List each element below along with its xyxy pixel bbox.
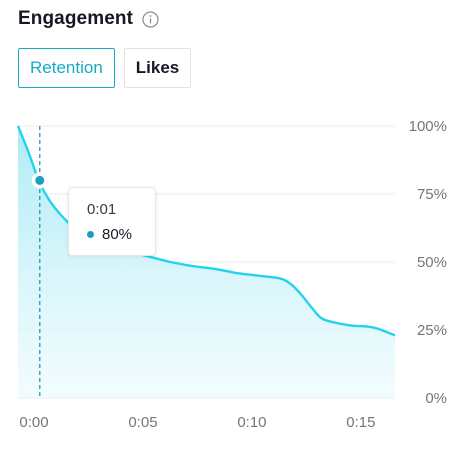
tooltip-value: 80%	[102, 226, 133, 243]
tooltip-value-row: 80%	[87, 226, 155, 243]
hover-point[interactable]	[35, 175, 45, 185]
y-tick-label: 100%	[409, 118, 447, 135]
data-tooltip: 0:01 80%	[68, 187, 156, 256]
y-tick-label: 50%	[417, 254, 447, 271]
section-title: Engagement	[18, 8, 134, 29]
info-icon[interactable]	[142, 10, 159, 28]
tab-retention[interactable]: Retention	[18, 48, 115, 88]
y-tick-label: 75%	[417, 186, 447, 203]
tab-likes[interactable]: Likes	[123, 48, 192, 88]
x-tick-label: 0:05	[128, 414, 157, 431]
x-tick-label: 0:10	[237, 414, 266, 431]
x-tick-label: 0:00	[19, 414, 48, 431]
retention-area	[18, 126, 395, 398]
metric-tabs: Retention Likes	[18, 48, 200, 88]
engagement-header: Engagement	[18, 6, 159, 32]
series-dot-icon	[87, 231, 94, 238]
retention-line	[16, 125, 396, 337]
tooltip-time: 0:01	[87, 201, 117, 218]
y-tick-label: 25%	[417, 322, 447, 339]
y-tick-label: 0%	[425, 390, 447, 407]
x-tick-label: 0:15	[346, 414, 375, 431]
